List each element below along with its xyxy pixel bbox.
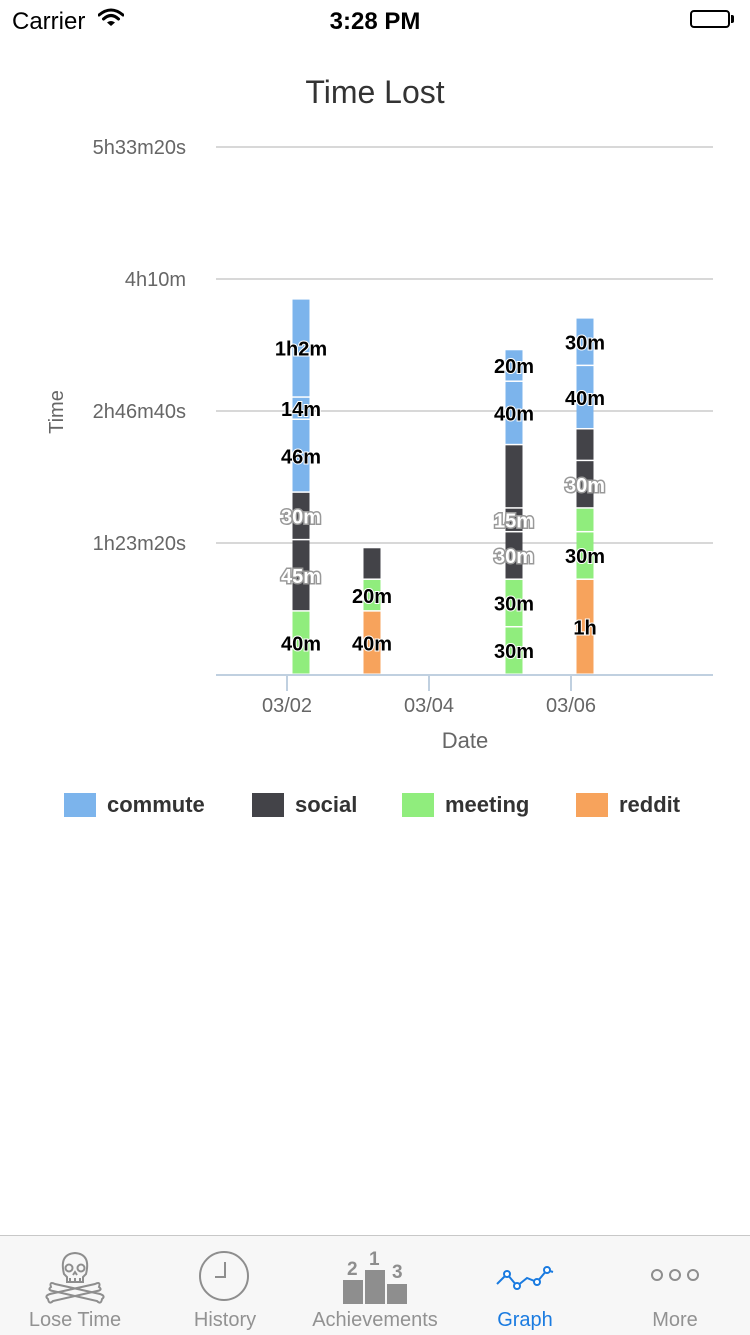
bar-segment-social[interactable] bbox=[292, 492, 310, 539]
bar-segment-commute[interactable] bbox=[292, 299, 310, 397]
bar-data-label: 14m bbox=[281, 399, 321, 421]
bar-segment-commute[interactable] bbox=[505, 350, 523, 381]
bar-segment-meeting[interactable] bbox=[576, 508, 594, 531]
podium-number: 1 bbox=[369, 1249, 380, 1270]
bar-segment-social[interactable] bbox=[363, 548, 381, 579]
legend-label: commute bbox=[107, 792, 205, 817]
bar-data-label: 1h2m bbox=[275, 339, 327, 361]
tab-label: More bbox=[652, 1309, 698, 1331]
bar-segment-meeting[interactable] bbox=[363, 579, 381, 611]
tab-more[interactable]: More bbox=[600, 1236, 750, 1335]
line-graph-icon bbox=[485, 1244, 565, 1306]
x-tick-label: 03/04 bbox=[404, 695, 454, 717]
wifi-icon bbox=[97, 8, 125, 33]
tab-bar: Lose Time History 2 1 3 Achievements bbox=[0, 1235, 750, 1335]
battery-icon bbox=[690, 10, 734, 30]
bar-data-label: 40m bbox=[565, 388, 605, 410]
bar-data-label: 20m bbox=[494, 356, 534, 378]
bar-data-label: 40m bbox=[281, 633, 321, 655]
legend-item-meeting[interactable]: meeting bbox=[402, 788, 529, 822]
legend-swatch-reddit bbox=[576, 793, 608, 817]
bar-segment-commute[interactable] bbox=[292, 397, 310, 419]
bar-segment-meeting[interactable] bbox=[505, 627, 523, 674]
legend-swatch-meeting bbox=[402, 793, 434, 817]
bar-data-label: 20m bbox=[352, 586, 392, 608]
chart-canvas: Time Lost Time Date 1h23m20s 2h46m40s 4h10… bbox=[46, 74, 713, 753]
bar-data-label: 1h bbox=[573, 617, 596, 639]
bar-segment-social[interactable] bbox=[505, 445, 523, 508]
bar-data-label: 30m bbox=[281, 507, 321, 529]
x-tick-label: 03/06 bbox=[546, 695, 596, 717]
bar-segment-commute[interactable] bbox=[576, 366, 594, 428]
bar-segment-commute[interactable] bbox=[292, 419, 310, 492]
legend-item-reddit[interactable]: reddit bbox=[576, 788, 680, 822]
legend-swatch-commute bbox=[64, 793, 96, 817]
bar-segment-social[interactable] bbox=[576, 429, 594, 460]
carrier-label: Carrier bbox=[12, 8, 86, 35]
bar-segment-social[interactable] bbox=[292, 540, 310, 611]
bar-segment-commute[interactable] bbox=[576, 318, 594, 365]
bar-segment-social[interactable] bbox=[576, 461, 594, 508]
legend-label: reddit bbox=[619, 792, 681, 817]
legend-label: meeting bbox=[445, 792, 530, 817]
chart-title: Time Lost bbox=[305, 74, 444, 110]
bar-segment-reddit[interactable] bbox=[363, 611, 381, 674]
clock-icon bbox=[185, 1244, 265, 1306]
bar-segment-reddit[interactable] bbox=[576, 579, 594, 674]
tab-achievements[interactable]: 2 1 3 Achievements bbox=[300, 1236, 450, 1335]
bar-data-label: 30m bbox=[565, 475, 605, 497]
y-tick-label: 1h23m20s bbox=[93, 533, 186, 555]
status-time: 3:28 PM bbox=[329, 8, 421, 35]
time-lost-chart: Time Lost Time Date 1h23m20s 2h46m40s 4h10… bbox=[0, 60, 750, 760]
skull-crossbones-icon bbox=[35, 1244, 115, 1306]
x-tick-label: 03/02 bbox=[262, 695, 312, 717]
bar-data-label: 30m bbox=[494, 594, 534, 616]
y-tick-label: 2h46m40s bbox=[93, 401, 186, 423]
podium-number: 2 bbox=[347, 1259, 358, 1280]
bar-data-label: 46m bbox=[281, 446, 321, 468]
podium-number: 3 bbox=[392, 1262, 403, 1283]
y-axis-label: Time bbox=[46, 390, 68, 434]
legend-item-commute[interactable]: commute bbox=[64, 788, 205, 822]
bar-data-label: 30m bbox=[494, 641, 534, 663]
x-axis-label: Date bbox=[442, 728, 488, 753]
bar-data-label: 15m bbox=[494, 511, 534, 533]
tab-label: Lose Time bbox=[28, 1309, 122, 1331]
legend-label: social bbox=[295, 792, 358, 817]
legend-item-social[interactable]: social bbox=[252, 788, 357, 822]
y-tick-label: 4h10m bbox=[125, 269, 186, 291]
bar-segment-social[interactable] bbox=[505, 508, 523, 531]
bar-segment-meeting[interactable] bbox=[292, 611, 310, 674]
bar-data-label: 30m bbox=[494, 546, 534, 568]
status-bar: Carrier 3:28 PM bbox=[0, 0, 750, 40]
tab-lose-time[interactable]: Lose Time bbox=[0, 1236, 150, 1335]
bar-segment-meeting[interactable] bbox=[505, 579, 523, 626]
chart-legend: commute social meeting reddit bbox=[0, 788, 750, 822]
bar-data-label: 45m bbox=[281, 566, 321, 588]
y-tick-label: 5h33m20s bbox=[93, 137, 186, 159]
bar-data-label: 40m bbox=[494, 404, 534, 426]
tab-history[interactable]: History bbox=[150, 1236, 300, 1335]
more-dots-icon bbox=[635, 1244, 715, 1306]
bar-segment-meeting[interactable] bbox=[576, 532, 594, 579]
bar-data-label: 40m bbox=[352, 633, 392, 655]
bar-data-label: 30m bbox=[565, 332, 605, 354]
tab-label: Graph bbox=[497, 1309, 553, 1331]
bar-segment-social[interactable] bbox=[505, 532, 523, 579]
tab-graph[interactable]: Graph bbox=[450, 1236, 600, 1335]
legend-swatch-social bbox=[252, 793, 284, 817]
bar-data-label: 30m bbox=[565, 546, 605, 568]
tab-label: Achievements bbox=[312, 1309, 438, 1331]
podium-icon: 2 1 3 bbox=[335, 1244, 415, 1306]
tab-label: History bbox=[193, 1309, 257, 1331]
bar-segment-commute[interactable] bbox=[505, 381, 523, 444]
